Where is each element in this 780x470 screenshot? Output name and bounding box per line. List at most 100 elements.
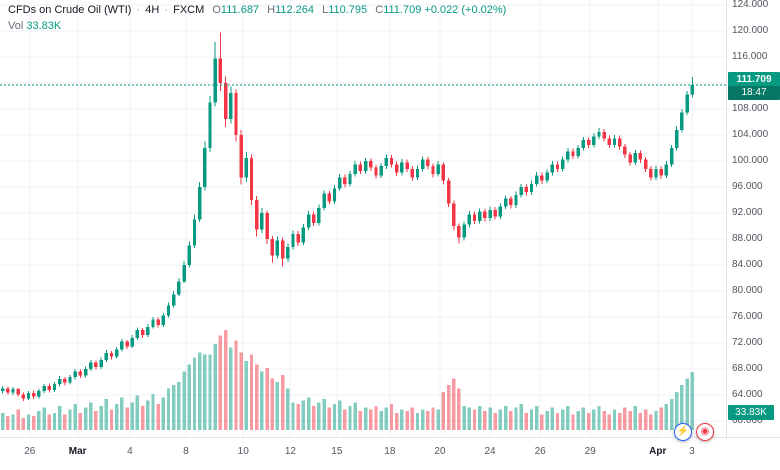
volume-bar xyxy=(395,412,399,430)
volume-bar xyxy=(467,407,472,430)
candle-body xyxy=(16,389,20,395)
volume-bar xyxy=(6,416,10,430)
candle-body xyxy=(187,245,191,265)
candle-body xyxy=(125,341,129,347)
candle-body xyxy=(161,315,166,325)
volume-bar xyxy=(602,411,606,430)
volume-bar xyxy=(529,409,534,430)
volume-bar xyxy=(560,409,565,430)
volume-bar xyxy=(229,347,233,430)
volume-bar xyxy=(177,381,181,430)
candle-body xyxy=(296,233,300,243)
volume-label: Vol xyxy=(8,20,24,32)
candle-body xyxy=(343,177,347,184)
volume-bar xyxy=(275,381,280,430)
candlestick-chart-canvas[interactable] xyxy=(0,0,726,437)
price-axis-label: 100.000 xyxy=(732,155,769,166)
volume-bar xyxy=(249,354,254,430)
bar-countdown: 18:47 xyxy=(728,85,780,100)
volume-bar xyxy=(524,412,529,430)
volume-bar xyxy=(32,416,36,430)
candle-body xyxy=(130,337,134,347)
volume-bar xyxy=(669,399,674,430)
close-label: C xyxy=(375,4,384,16)
candle-body xyxy=(602,131,606,139)
price-axis-label: 60.000 xyxy=(732,415,763,426)
volume-bar xyxy=(239,352,243,430)
candle-body xyxy=(57,378,62,384)
volume-bar xyxy=(680,385,684,430)
volume-bar xyxy=(649,414,653,430)
candle-body xyxy=(270,239,274,256)
time-axis[interactable]: 26 Mar 4 8 10 12 15 18 20 24 26 29 Apr 3 xyxy=(0,437,780,470)
volume-bar xyxy=(363,407,368,430)
symbol-title[interactable]: CFDs on Crude Oil (WTI) xyxy=(8,4,132,16)
candle-body xyxy=(21,394,26,399)
volume-bar xyxy=(353,402,357,430)
volume-bar xyxy=(37,411,41,430)
time-axis-label: Mar xyxy=(68,446,87,457)
volume-bar xyxy=(358,411,363,430)
volume-bar xyxy=(301,400,306,430)
candle-body xyxy=(286,246,290,259)
volume-bar xyxy=(420,409,425,430)
volume-bar xyxy=(493,412,497,430)
interval-label[interactable]: 4H xyxy=(145,4,160,16)
candle-body xyxy=(83,369,88,376)
candle-body xyxy=(509,198,513,206)
time-axis-label: 4 xyxy=(127,446,133,457)
candle-body xyxy=(441,164,446,181)
price-axis[interactable]: 111.709 18:47 33.83K 124.000 120.000 116.0… xyxy=(726,0,780,437)
candle-body xyxy=(229,92,233,119)
time-axis-label: 20 xyxy=(434,446,446,457)
candle-body xyxy=(623,146,627,155)
candle-body xyxy=(109,352,114,357)
volume-bar xyxy=(213,343,217,430)
volume-bar xyxy=(260,371,264,430)
candle-body xyxy=(415,168,420,178)
volume-bar xyxy=(384,407,389,430)
volume-bar xyxy=(265,368,269,430)
candle-body xyxy=(426,159,430,167)
candle-body xyxy=(649,168,653,178)
candle-body xyxy=(348,174,352,184)
volume-bar xyxy=(477,405,482,430)
candle-body xyxy=(146,326,150,336)
volume-bar xyxy=(223,330,228,430)
candle-body xyxy=(317,207,321,223)
volume-bar xyxy=(109,409,114,430)
candle-body xyxy=(151,319,155,327)
volume-bar xyxy=(234,340,238,430)
candle-body xyxy=(172,294,176,306)
candle-body xyxy=(332,188,337,202)
lightning-icon: ⚡ xyxy=(676,426,690,437)
volume-legend: Vol 33.83K xyxy=(8,20,61,32)
volume-bar xyxy=(503,405,508,430)
volume-bar xyxy=(337,400,342,430)
price-axis-label: 84.000 xyxy=(732,259,763,270)
volume-bar xyxy=(83,407,88,430)
volume-bar xyxy=(628,411,632,430)
candle-body xyxy=(483,211,487,219)
hotlist-button[interactable]: ◉ xyxy=(696,423,714,441)
time-axis-label: 10 xyxy=(237,446,249,457)
candle-body xyxy=(529,183,534,193)
candle-body xyxy=(675,129,679,148)
volume-bar xyxy=(607,414,612,430)
time-axis-label: 26 xyxy=(534,446,546,457)
price-axis-label: 76.000 xyxy=(732,311,763,322)
candle-body xyxy=(519,187,523,195)
candle-body xyxy=(68,376,72,383)
candle-body xyxy=(203,148,207,187)
volume-bar xyxy=(472,409,477,430)
volume-bar xyxy=(690,371,694,430)
time-axis-label: 18 xyxy=(384,446,396,457)
volume-bar xyxy=(415,412,420,430)
volume-bar xyxy=(254,364,259,430)
candle-body xyxy=(11,389,15,393)
price-axis-label: 108.000 xyxy=(732,103,769,114)
quick-trade-button[interactable]: ⚡ xyxy=(674,423,692,441)
price-chart[interactable] xyxy=(0,0,726,437)
candle-body xyxy=(208,102,212,148)
candle-body xyxy=(32,393,36,397)
